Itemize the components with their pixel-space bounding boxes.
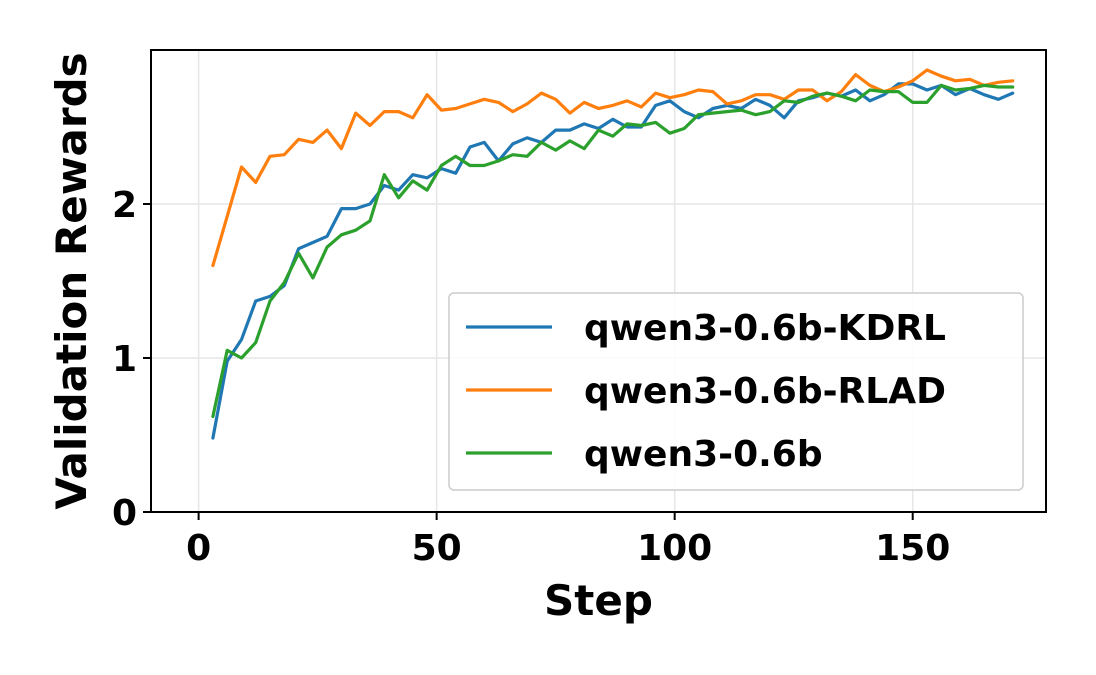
x-axis-label: Step [544,576,653,625]
x-tick-label: 150 [875,528,950,569]
plot-frame [150,49,1047,513]
series-line-qwen3-0.6b-KDRL [211,82,1015,440]
legend: qwen3-0.6b-KDRL qwen3-0.6b-RLAD qwen3-0.6b [448,292,1024,491]
x-tick-label: 50 [412,528,462,569]
series-lines [211,68,1015,440]
x-tick-label: 0 [186,528,211,569]
legend-label: qwen3-0.6b [584,434,823,475]
series-line-qwen3-0.6b [211,83,1015,419]
y-tick-label: 1 [112,339,137,380]
series-line-qwen3-0.6b-RLAD [211,68,1015,268]
y-tick-label: 0 [112,493,137,534]
x-axis-ticks: 0 50 100 150 [186,512,950,569]
y-tick-label: 2 [112,185,137,226]
y-axis-label: Validation Rewards [47,52,96,509]
legend-label: qwen3-0.6b-RLAD [584,371,946,412]
legend-box [448,292,1024,491]
y-axis-ticks: 0 1 2 [112,185,151,534]
x-tick-label: 100 [637,528,712,569]
legend-label: qwen3-0.6b-KDRL [584,308,946,349]
